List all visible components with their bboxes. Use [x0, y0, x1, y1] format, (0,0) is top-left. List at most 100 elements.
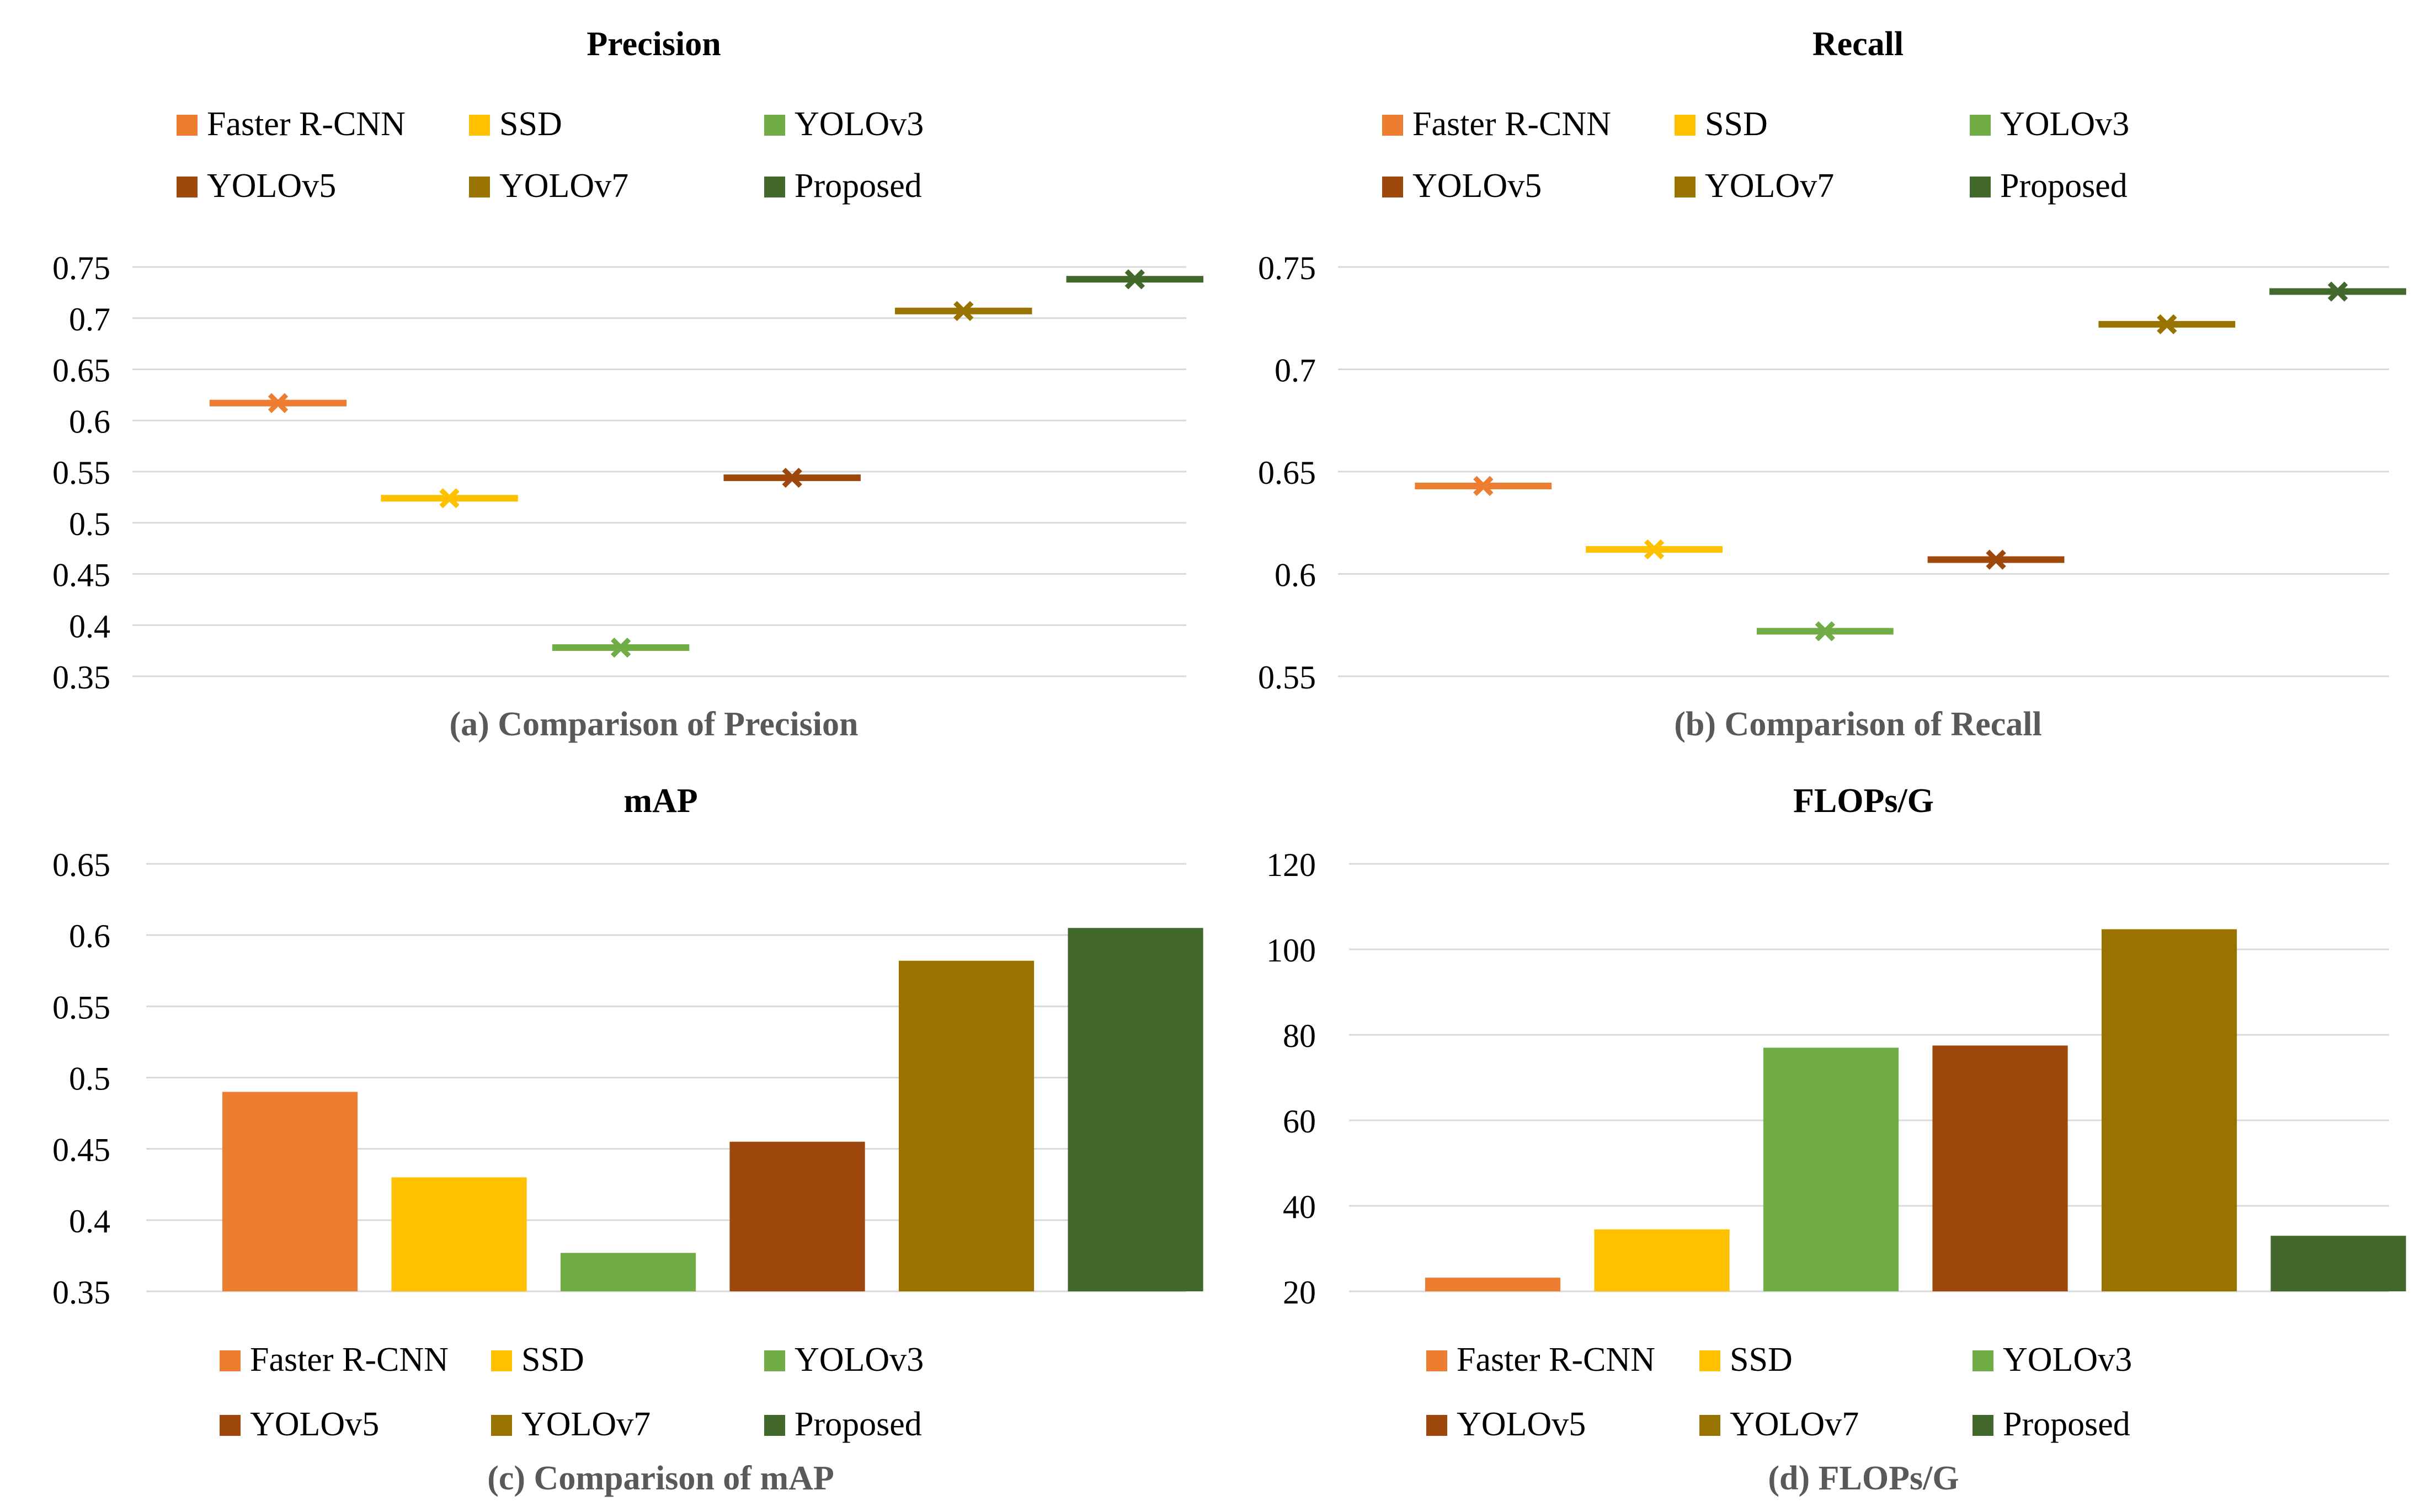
- y-tick-label: 60: [1283, 1103, 1316, 1140]
- legend-swatch: [1970, 177, 1991, 197]
- point-proposed: [2269, 281, 2406, 302]
- y-tick-label: 0.6: [69, 918, 110, 954]
- legend-label: YOLOv5: [250, 1406, 379, 1443]
- legend-label: Faster R-CNN: [207, 105, 406, 143]
- legend-swatch: [1426, 1415, 1447, 1436]
- y-tick-label: 0.55: [1258, 659, 1316, 696]
- y-tick-label: 0.75: [52, 250, 110, 286]
- legend-swatch: [491, 1415, 512, 1436]
- y-tick-label: 0.4: [69, 608, 110, 644]
- legend-swatch: [1699, 1415, 1720, 1436]
- bar-faster-r-cnn: [1425, 1278, 1561, 1291]
- point-yolov5: [723, 467, 861, 488]
- y-tick-label: 0.45: [52, 557, 110, 594]
- legend-item: SSD: [491, 1341, 584, 1379]
- legend-swatch: [177, 115, 198, 136]
- chart-caption: (d) FLOPs/G: [1768, 1460, 1959, 1497]
- legend-label: YOLOv7: [499, 167, 628, 205]
- bar-faster-r-cnn: [222, 1092, 358, 1291]
- point-yolov3: [552, 637, 690, 658]
- y-tick-label: 0.4: [69, 1203, 110, 1239]
- y-tick-label: 0.6: [69, 403, 110, 440]
- legend-label: Proposed: [795, 1406, 922, 1443]
- legend-swatch: [764, 177, 785, 197]
- y-tick-label: 80: [1283, 1018, 1316, 1054]
- legend-label: YOLOv7: [521, 1406, 651, 1443]
- legend-swatch: [1972, 1350, 1993, 1371]
- legend-label: YOLOv5: [1457, 1406, 1586, 1443]
- legend-item: YOLOv5: [1426, 1406, 1586, 1443]
- y-tick-label: 100: [1266, 932, 1316, 969]
- legend-item: YOLOv7: [1699, 1406, 1859, 1443]
- point-faster-r-cnn: [1415, 475, 1552, 496]
- legend-label: YOLOv3: [2000, 105, 2129, 143]
- legend-label: SSD: [1730, 1341, 1793, 1379]
- legend-item: Faster R-CNN: [1426, 1341, 1655, 1379]
- legend-swatch: [1675, 115, 1696, 136]
- legend-item: YOLOv3: [764, 105, 924, 143]
- chart-title: mAP: [623, 782, 697, 820]
- legend-item: YOLOv7: [1675, 167, 1834, 205]
- legend-item: YOLOv3: [764, 1341, 924, 1379]
- legend-swatch: [469, 177, 490, 197]
- legend-item: YOLOv5: [177, 167, 336, 205]
- bar-proposed: [2270, 1236, 2406, 1291]
- legend-swatch: [1699, 1350, 1720, 1371]
- legend-label: Faster R-CNN: [1412, 105, 1611, 143]
- legend-item: Proposed: [1970, 167, 2128, 205]
- y-tick-label: 0.65: [52, 847, 110, 883]
- chart-caption: (a) Comparison of Precision: [449, 706, 858, 743]
- point-yolov5: [1927, 549, 2065, 570]
- legend-label: SSD: [499, 105, 562, 143]
- y-tick-label: 0.55: [52, 989, 110, 1025]
- legend-swatch: [1382, 177, 1403, 197]
- chart-d: FLOPs/G 20 40 60 80 100 120 Faster R-CNN SSD YOLO…: [1266, 782, 2406, 1497]
- legend-item: SSD: [1675, 105, 1768, 143]
- y-tick-label: 0.75: [1258, 250, 1316, 286]
- bar-yolov7: [2101, 929, 2237, 1291]
- point-yolov3: [1756, 621, 1894, 642]
- legend-item: YOLOv3: [1970, 105, 2129, 143]
- y-tick-label: 40: [1283, 1189, 1316, 1225]
- legend-label: YOLOv3: [2003, 1341, 2132, 1379]
- bar-ssd: [391, 1177, 527, 1291]
- legend-label: SSD: [521, 1341, 584, 1379]
- legend-swatch: [1382, 115, 1403, 136]
- bar-yolov3: [1763, 1048, 1899, 1291]
- legend-item: Faster R-CNN: [177, 105, 406, 143]
- legend-item: Faster R-CNN: [1382, 105, 1611, 143]
- y-tick-label: 0.5: [69, 1061, 110, 1097]
- y-tick-label: 0.65: [52, 352, 110, 389]
- chart-c: mAP 0.35 0.4 0.45 0.5 0.55 0.6 0.65 Faster R-CNN…: [52, 782, 1203, 1497]
- chart-b: Recall 0.55 0.6 0.65 0.7 0.75 Faster R-CNN SSD Y…: [1258, 25, 2406, 743]
- legend-item: YOLOv3: [1972, 1341, 2132, 1379]
- legend-swatch: [764, 1415, 785, 1436]
- legend-item: YOLOv7: [469, 167, 628, 205]
- legend-swatch: [220, 1415, 241, 1436]
- y-tick-label: 0.55: [52, 455, 110, 491]
- bar-yolov3: [560, 1253, 696, 1291]
- legend-item: SSD: [1699, 1341, 1793, 1379]
- legend-item: SSD: [469, 105, 562, 143]
- point-faster-r-cnn: [209, 393, 347, 413]
- y-tick-label: 0.6: [1275, 557, 1316, 594]
- legend-item: YOLOv7: [491, 1406, 651, 1443]
- legend-label: YOLOv3: [795, 105, 924, 143]
- y-tick-label: 0.35: [52, 1274, 110, 1311]
- legend-label: YOLOv3: [795, 1341, 924, 1379]
- legend-item: Proposed: [764, 167, 922, 205]
- legend-item: Proposed: [764, 1406, 922, 1443]
- legend-item: YOLOv5: [220, 1406, 379, 1443]
- legend-label: Proposed: [2000, 167, 2128, 205]
- bar-yolov5: [1932, 1045, 2068, 1291]
- legend-label: Proposed: [795, 167, 922, 205]
- bar-yolov7: [898, 960, 1035, 1291]
- point-proposed: [1066, 269, 1204, 290]
- legend-label: YOLOv7: [1730, 1406, 1859, 1443]
- y-tick-label: 0.35: [52, 659, 110, 696]
- y-tick-label: 0.65: [1258, 455, 1316, 491]
- point-ssd: [381, 488, 518, 509]
- legend-swatch: [764, 115, 785, 136]
- legend-swatch: [220, 1350, 241, 1371]
- legend-swatch: [1972, 1415, 1993, 1436]
